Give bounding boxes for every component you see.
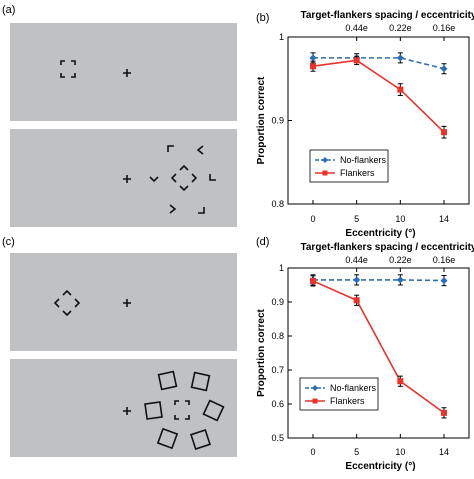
stimulus-c-target-only-drawing <box>53 289 131 317</box>
chart-b-flankers-point <box>353 57 360 64</box>
stimulus-a-target-only <box>10 23 237 121</box>
chart-b-panel-label: (b) <box>256 12 269 24</box>
chart-b-x-axis-label: Eccentricity (°) <box>345 228 415 239</box>
chart-b-legend-label: Flankers <box>340 168 375 178</box>
stimulus-a-with-flankers-drawing <box>123 145 216 214</box>
chart-b-y-tick-label: 1 <box>279 32 284 42</box>
chart-b-top-tick-label: 0.44e <box>345 23 368 33</box>
stimulus-c-with-flankers-drawing <box>123 370 225 450</box>
chart-b-group: (b) Target-flankers spacing / eccentricit… <box>256 10 474 239</box>
chart-b-top-tick-label: 0.22e <box>389 23 412 33</box>
chart-b-x-tick-label: 14 <box>439 214 449 224</box>
stimulus-c-target-only <box>10 253 237 351</box>
chart-b-title: Target-flankers spacing / eccentricity <box>301 10 474 21</box>
chart-b-no-flankers-point <box>440 65 448 73</box>
stimulus-a-with-flankers <box>10 129 237 227</box>
chart-b-y-axis-label: Proportion correct <box>256 76 267 164</box>
panel-label-a: (a) <box>2 4 16 16</box>
chart-b-legend-label: No-flankers <box>340 155 387 165</box>
stimulus-c-with-flankers <box>10 359 237 457</box>
chart-b-no-flankers-point <box>309 54 317 62</box>
chart-b-y-tick-label: 0.9 <box>271 116 284 126</box>
chart-b-y-tick-label: 0.8 <box>271 199 284 209</box>
chart-b-flankers-point <box>397 86 404 93</box>
chart-b-legend-marker <box>322 157 328 163</box>
chart-b-x-tick-label: 10 <box>395 214 405 224</box>
chart-b-flankers-line <box>312 59 445 133</box>
chart-b-top-tick-label: 0.16e <box>433 23 456 33</box>
chart-b-legend-marker <box>322 170 328 176</box>
chart-b-no-flankers-line <box>313 57 445 70</box>
chart-b-legend-box <box>309 149 389 183</box>
panel-label-c: (c) <box>2 236 15 248</box>
chart-b-flankers-point <box>441 129 447 136</box>
chart-b-flankers-point <box>310 63 316 70</box>
chart-b-no-flankers-point <box>396 54 404 62</box>
chart-b-x-tick-label: 5 <box>354 214 359 224</box>
stimulus-a-target-only-drawing <box>60 60 131 78</box>
chart-b-x-tick-label: 0 <box>310 214 315 224</box>
